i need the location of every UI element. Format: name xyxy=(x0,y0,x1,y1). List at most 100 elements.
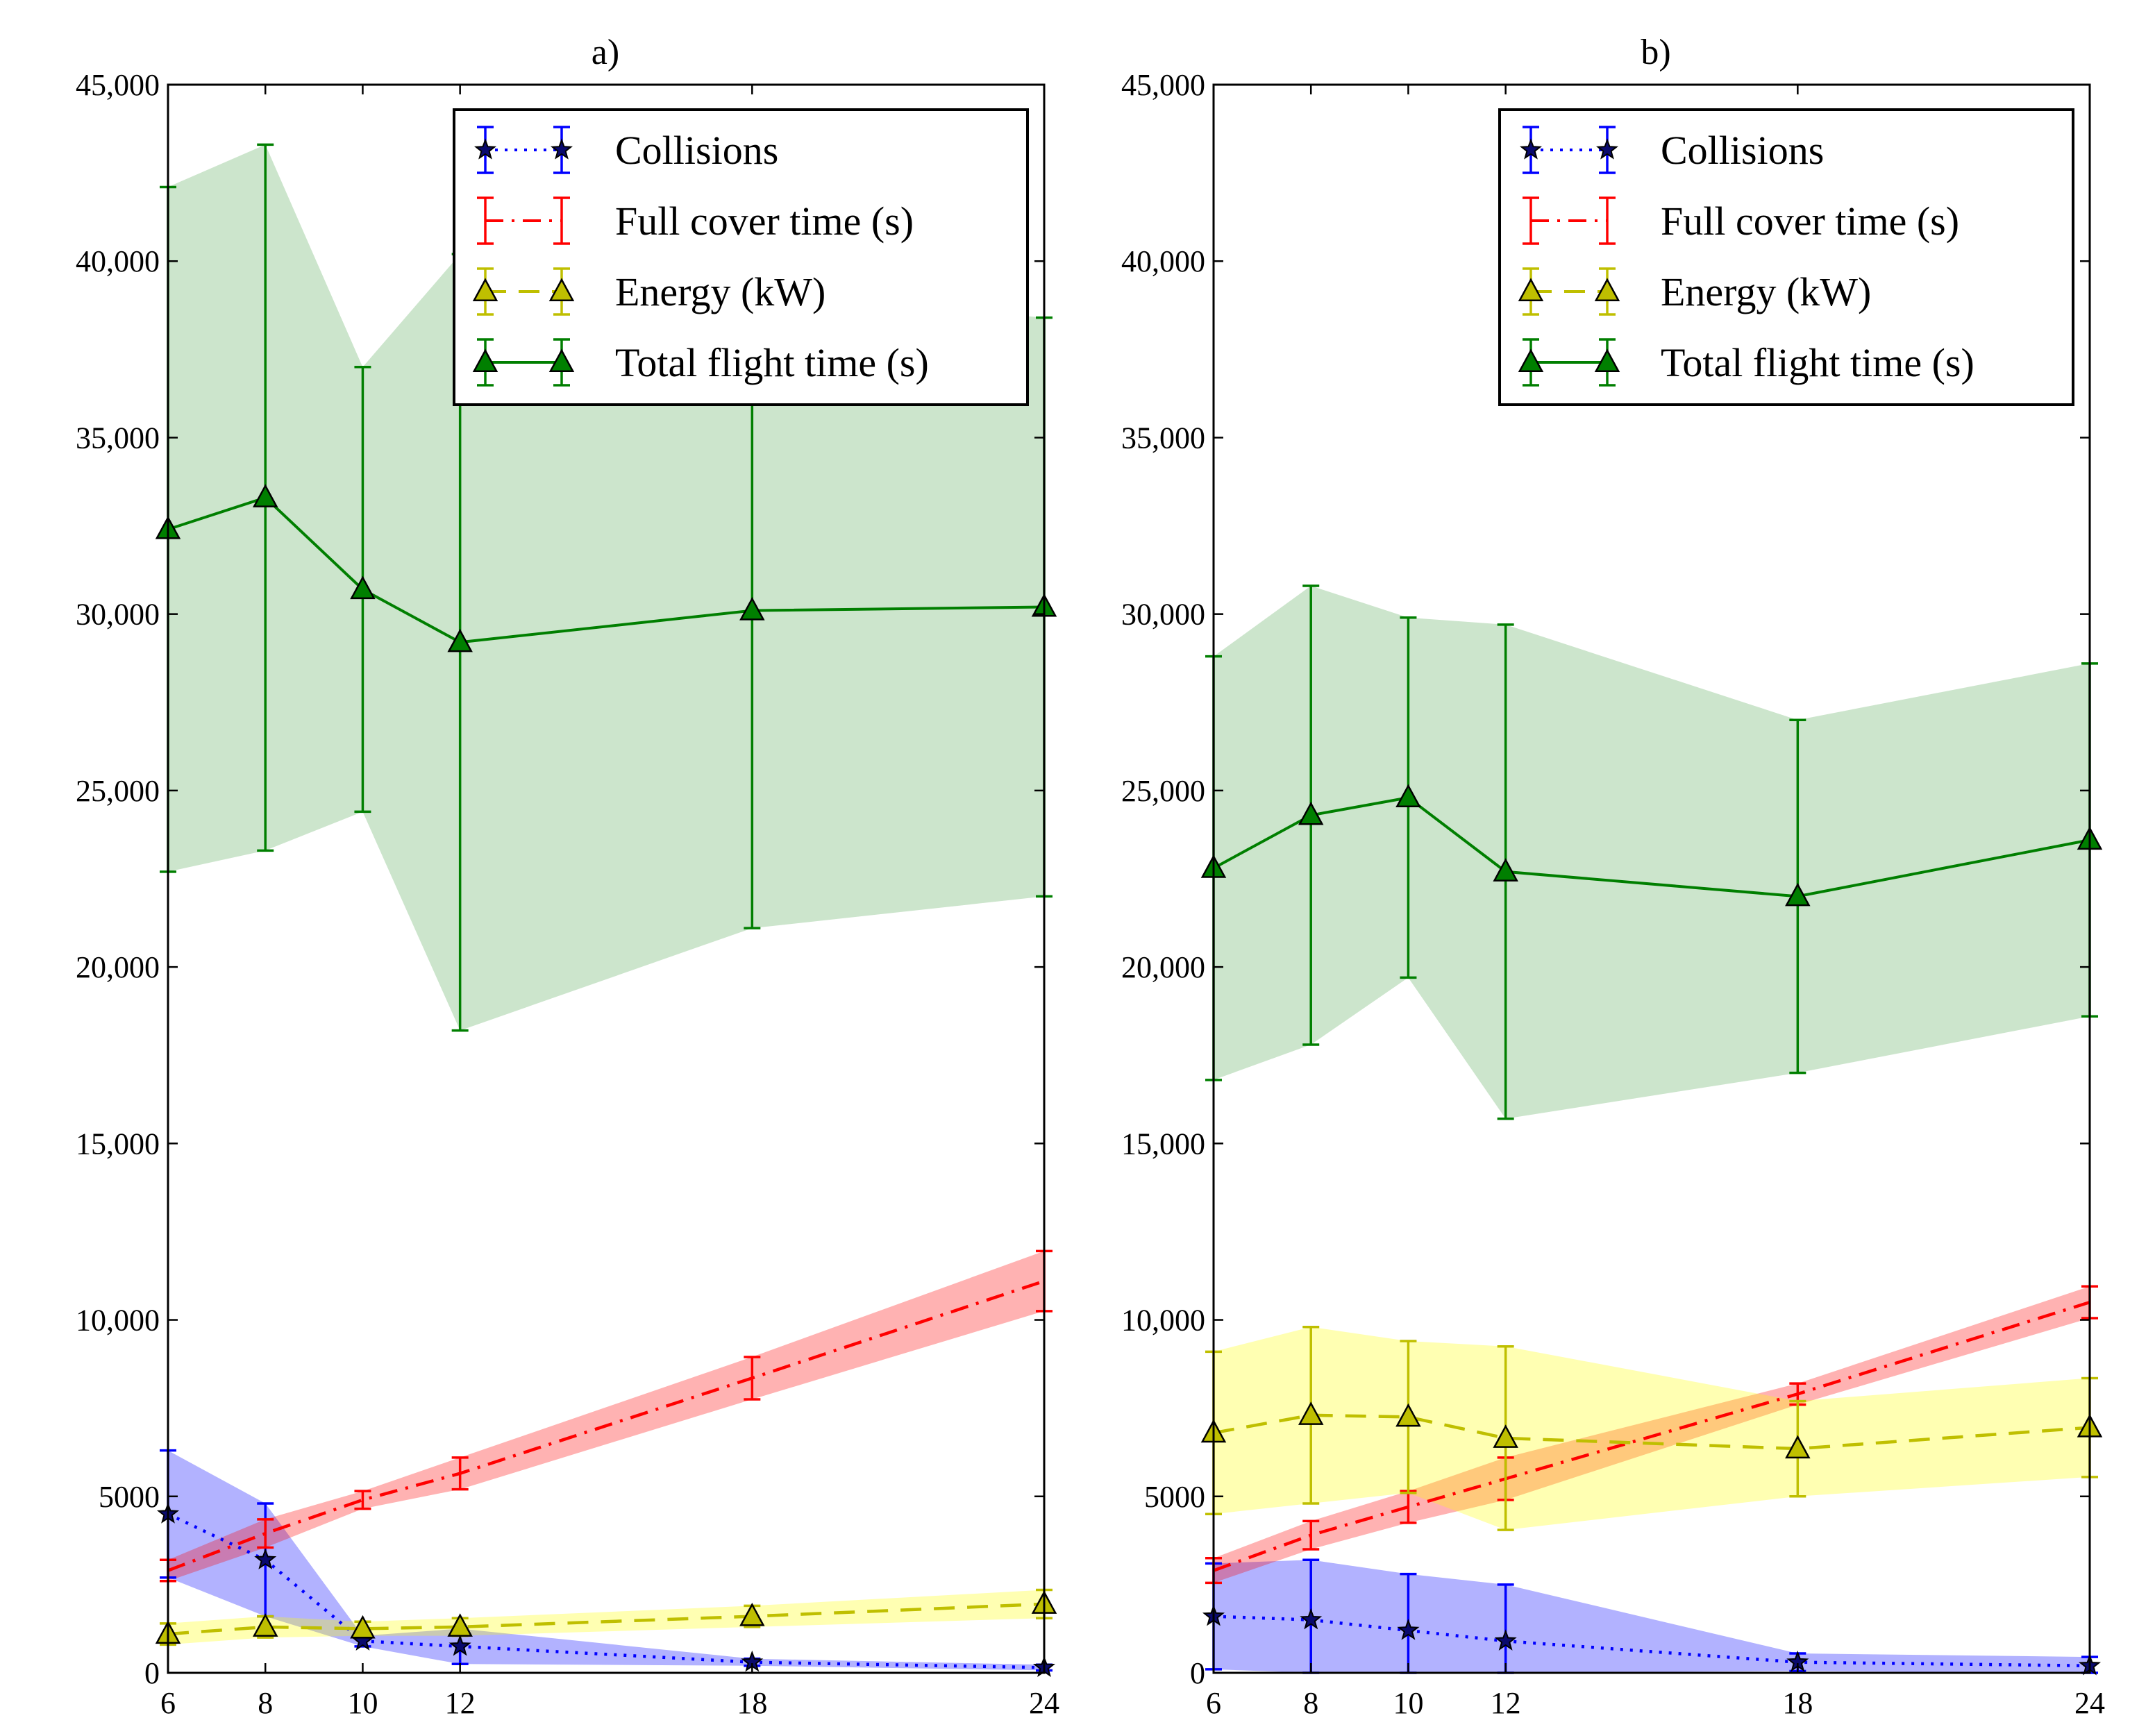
error-band-4 xyxy=(1214,586,2090,1119)
legend-entry: Full cover time (s) xyxy=(1523,196,1959,245)
data-point xyxy=(1397,1619,1420,1640)
legend-marker xyxy=(1518,348,1544,372)
legend-box xyxy=(453,108,1029,406)
error-bar xyxy=(354,1490,371,1510)
y-tick-label: 25,000 xyxy=(1121,774,1205,808)
legend-marker xyxy=(548,348,575,372)
y-tick-label: 5000 xyxy=(99,1480,160,1514)
legend-marker xyxy=(473,138,497,160)
legend-label: Collisions xyxy=(1661,128,1824,173)
data-point xyxy=(350,575,376,600)
legend-marker xyxy=(1594,278,1620,301)
legend-label: Full cover time (s) xyxy=(1661,199,1959,244)
data-point xyxy=(739,1603,765,1626)
x-tick-label: 18 xyxy=(737,1686,767,1720)
data-point xyxy=(1395,1403,1421,1427)
x-tick-label: 18 xyxy=(1782,1686,1813,1720)
legend-marker xyxy=(1518,278,1544,301)
data-point xyxy=(1395,784,1421,808)
error-bar xyxy=(257,1518,274,1549)
data-point xyxy=(254,1548,277,1569)
y-tick-label: 45,000 xyxy=(76,68,160,102)
data-point xyxy=(350,1615,376,1639)
legend-label: Full cover time (s) xyxy=(615,199,914,244)
series-line-1 xyxy=(1213,1615,2090,1668)
y-tick-label: 5000 xyxy=(1144,1480,1205,1514)
legend-marker xyxy=(1595,138,1619,160)
series-line-3 xyxy=(167,1602,1045,1636)
y-tick-label: 30,000 xyxy=(76,598,160,632)
y-tick-label: 45,000 xyxy=(1121,68,1205,102)
data-point xyxy=(1785,1435,1811,1459)
y-tick-label: 15,000 xyxy=(76,1127,160,1161)
plot-frame xyxy=(1212,83,2091,1674)
error-bar xyxy=(744,1356,761,1401)
y-tick-label: 35,000 xyxy=(1121,421,1205,455)
x-tick-label: 12 xyxy=(1491,1686,1521,1720)
y-tick-label: 35,000 xyxy=(76,421,160,455)
series-line-4 xyxy=(167,496,1045,644)
legend-label: Energy (kW) xyxy=(1661,269,1871,314)
data-point xyxy=(1494,1629,1517,1651)
chart-title-a: a) xyxy=(592,33,619,72)
x-tick-label: 24 xyxy=(2074,1686,2105,1720)
legend-marker xyxy=(472,348,498,372)
y-tick-label: 10,000 xyxy=(76,1304,160,1338)
legend-entry: Energy (kW) xyxy=(472,267,825,316)
legend-entry: Collisions xyxy=(1519,126,1824,174)
series-line-3 xyxy=(1213,1413,2090,1451)
x-tick-label: 24 xyxy=(1029,1686,1059,1720)
legend-b: Collisions Full cover time (s) Energy (kW)… xyxy=(1498,108,2074,406)
chart-panel-a: a) 0 5000 10,000 15,000 20,000 25,000 30,000 35… xyxy=(76,33,1059,1720)
legend-marker xyxy=(1519,138,1543,160)
legend-label: Collisions xyxy=(615,128,778,173)
legend-label: Total flight time (s) xyxy=(1661,340,1974,385)
y-tick-label: 20,000 xyxy=(76,950,160,984)
y-tick-label: 0 xyxy=(144,1656,160,1690)
data-point xyxy=(1785,882,1811,907)
data-point xyxy=(448,1635,471,1656)
legend-marker xyxy=(472,278,498,301)
y-tick-label: 30,000 xyxy=(1121,598,1205,632)
legend-marker xyxy=(550,138,573,160)
legend-label: Energy (kW) xyxy=(615,269,825,314)
legend-entry: Total flight time (s) xyxy=(472,338,929,387)
plot-frame xyxy=(167,83,1046,1674)
series-line-2 xyxy=(1213,1300,2090,1572)
legend-marker xyxy=(548,278,575,301)
y-tick-label: 20,000 xyxy=(1121,950,1205,984)
legend-a: Collisions Full cover time (s) Energy (kW)… xyxy=(453,108,1029,406)
series-line-1 xyxy=(167,1512,1045,1669)
x-tick-label: 6 xyxy=(1206,1686,1221,1720)
legend-label: Total flight time (s) xyxy=(615,340,929,385)
x-tick-label: 6 xyxy=(160,1686,176,1720)
data-point xyxy=(1300,1608,1323,1630)
y-tick-label: 40,000 xyxy=(1121,244,1205,278)
series-line-2 xyxy=(167,1279,1045,1572)
error-bar xyxy=(451,1456,469,1491)
data-point xyxy=(1493,858,1518,882)
error-band-3 xyxy=(168,1590,1044,1645)
error-band-3 xyxy=(1214,1326,2090,1531)
y-tick-label: 0 xyxy=(1190,1656,1205,1690)
data-point xyxy=(1493,1424,1518,1448)
y-tick-label: 40,000 xyxy=(76,244,160,278)
data-point xyxy=(1298,1401,1324,1425)
x-tick-label: 10 xyxy=(1393,1686,1423,1720)
chart-title-b: b) xyxy=(1641,33,1670,72)
error-band-1 xyxy=(1214,1560,2090,1673)
error-band-2 xyxy=(1214,1286,2090,1583)
data-point xyxy=(447,628,473,652)
data-point xyxy=(739,596,765,621)
series-line-4 xyxy=(1213,795,2090,898)
x-tick-label: 8 xyxy=(1303,1686,1318,1720)
x-tick-label: 12 xyxy=(445,1686,476,1720)
chart-panel-b: b) 0 5000 10,000 15,000 20,000 25,000 30,000 35… xyxy=(1121,33,2105,1720)
legend-box xyxy=(1498,108,2074,406)
data-point xyxy=(1298,801,1324,825)
y-tick-label: 15,000 xyxy=(1121,1127,1205,1161)
x-tick-label: 8 xyxy=(258,1686,273,1720)
legend-entry: Total flight time (s) xyxy=(1518,338,1974,387)
y-tick-label: 25,000 xyxy=(76,774,160,808)
